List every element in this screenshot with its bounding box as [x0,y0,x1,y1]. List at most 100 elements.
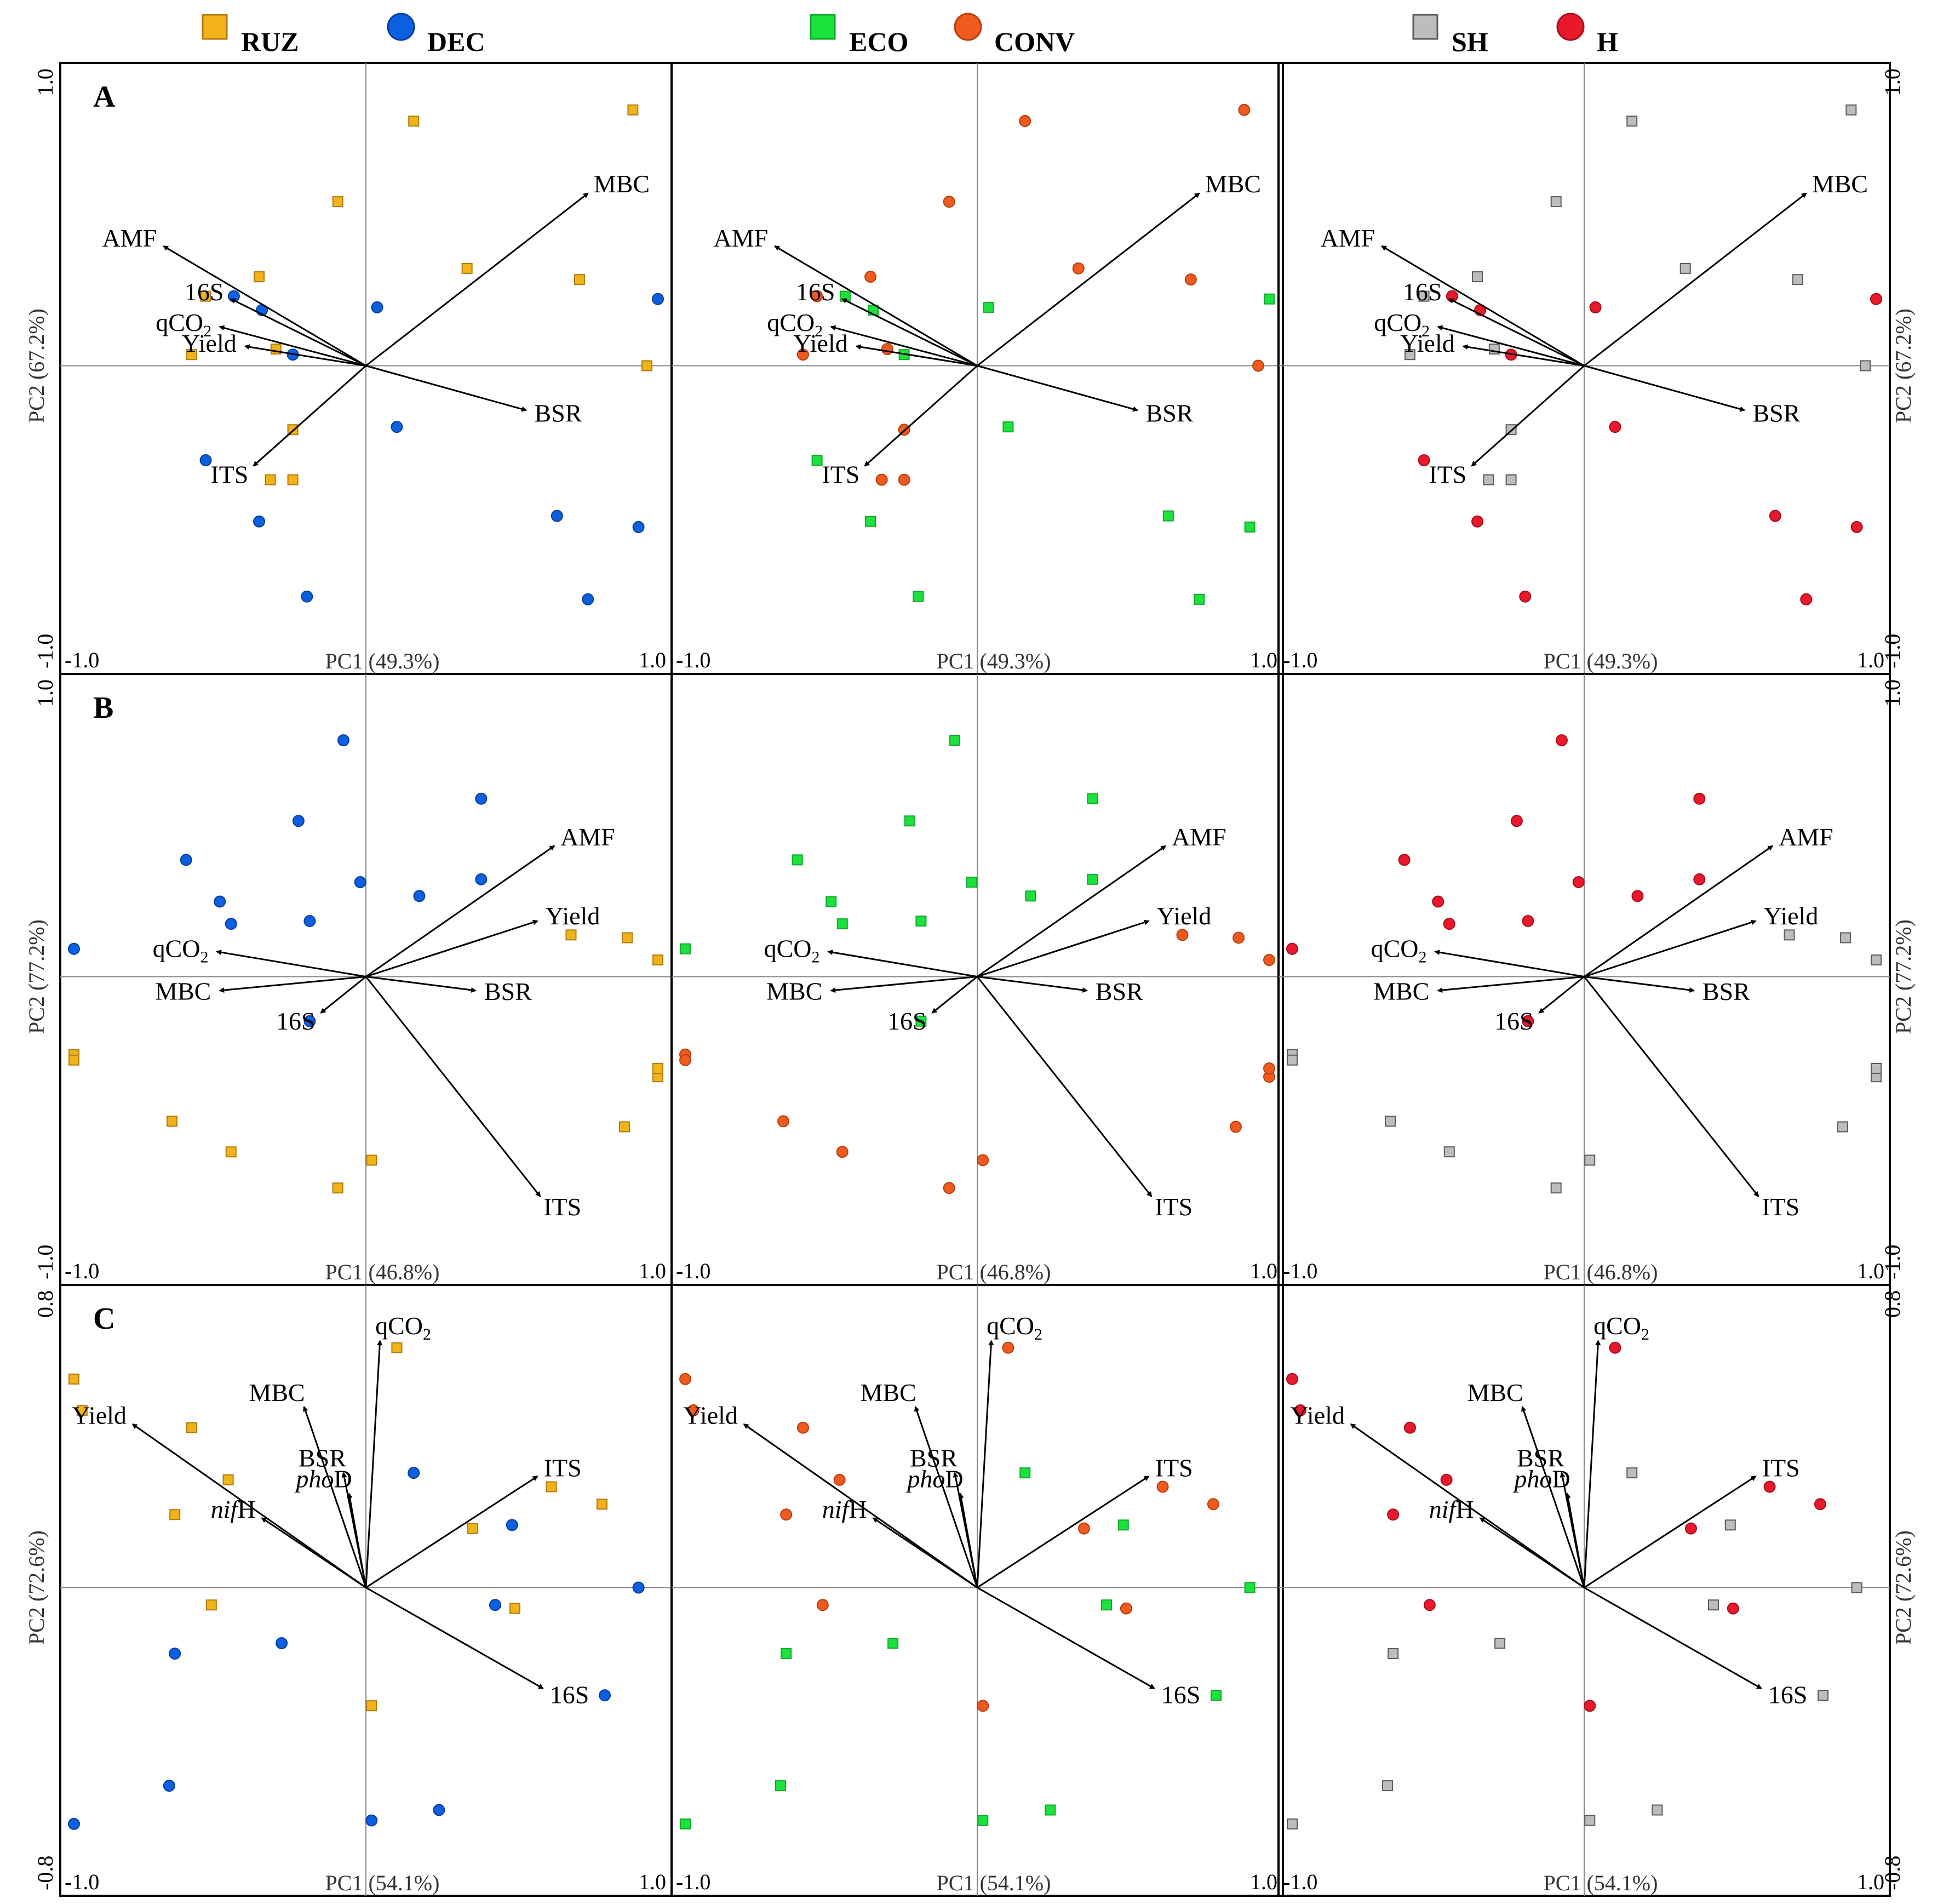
point-ruz [254,271,265,283]
vector-yield [977,919,1150,977]
vector-bsr [977,365,1139,412]
vector-label-amf: AMF [560,823,615,851]
vector-mbc [1437,976,1585,993]
vector-label-its: ITS [1155,1193,1193,1221]
point-conv [796,1421,809,1434]
point-ruz [366,1154,377,1166]
point-sh [1418,290,1430,302]
point-eco [1244,521,1256,533]
point-h [1850,521,1863,533]
point-sh [1724,1519,1736,1531]
vector-amf [773,245,978,367]
vector-qco2 [1437,325,1585,367]
vector-label-mbc: MBC [249,1379,305,1406]
point-eco [913,591,924,602]
point-conv [687,1404,700,1416]
x-min-tick: -1.0 [65,648,99,672]
point-h [1403,1421,1416,1434]
y-min-tick-right: -1.0 [1880,634,1905,668]
point-dec [365,1814,378,1827]
vector-yield [1350,1423,1585,1588]
point-dec [199,454,212,467]
y-max-tick-right: 1.0 [1880,679,1905,707]
point-ruz [618,1121,630,1133]
point-h [1423,1599,1436,1611]
point-conv [1077,1522,1090,1535]
x-max-tick: 1.0 [1857,648,1884,672]
point-sh [1388,1648,1399,1660]
x-axis-label: PC1 (49.3%) [1544,649,1658,673]
point-eco [1002,421,1014,433]
vector-16s [977,1587,1155,1689]
legend-h: H [1556,13,1618,57]
point-sh [1626,1467,1638,1479]
legend-h-marker [1556,13,1585,41]
vector-label-its: ITS [822,460,859,488]
point-eco [792,854,803,866]
x-axis-label: PC1 (49.3%) [325,649,440,673]
point-h [1609,421,1621,433]
vector-mbc [914,1405,978,1588]
point-dec [632,1581,645,1594]
vector-mbc [977,192,1200,367]
point-eco [1244,1582,1256,1593]
y-min-tick: -1.0 [33,634,58,668]
point-conv [1252,359,1264,372]
x-min-tick: -1.0 [65,1869,99,1894]
point-ruz [622,932,633,944]
point-dec [68,1817,80,1830]
point-sh [1472,271,1483,283]
point-eco [680,1818,691,1829]
legend-h-label: H [1597,26,1618,57]
vector-label-phod: phoD [905,1465,963,1493]
point-eco [680,943,691,954]
y-min-tick-right: -0.8 [1880,1856,1905,1890]
vector-label-yield: Yield [793,329,848,357]
point-sh [1505,474,1517,485]
point-conv [1002,1341,1014,1354]
point-h [1870,293,1882,305]
point-dec [180,854,192,866]
vector-label-qco2: qCO2 [156,308,211,340]
vector-label-its: ITS [210,460,248,488]
x-axis-label: PC1 (54.1%) [325,1871,440,1895]
vector-yield [244,344,366,367]
vector-label-qco2: qCO2 [153,935,209,967]
vector-its [1583,976,1759,1197]
point-h [1584,1700,1596,1712]
point-sh [1707,1599,1719,1611]
vector-label-bsr: BSR [1752,399,1800,427]
point-h [1555,734,1568,747]
point-eco [983,301,994,313]
vector-nifh [1479,1517,1585,1588]
x-min-tick: -1.0 [676,648,710,672]
point-dec [391,421,403,433]
vector-label-qco2: qCO2 [767,308,823,340]
point-h [1522,915,1534,927]
vector-mbc [830,976,978,993]
vector-label-mbc: MBC [594,170,650,198]
vector-label-16s: 16S [1403,278,1442,306]
vector-label-amf: AMF [1321,224,1375,252]
point-ruz [332,1182,343,1194]
point-conv [1184,273,1197,286]
vector-label-its: ITS [1762,1193,1799,1221]
vector-label-yield: Yield [1400,329,1455,357]
point-conv [796,348,809,361]
point-dec [652,293,664,305]
point-dec [68,942,80,955]
vector-bsr [1584,976,1695,993]
vector-label-16s: 16S [550,1680,589,1708]
vector-qco2 [827,950,978,977]
panel-c-1: -1.0 1.0 PC1 (54.1%) 0.8 -0.8 PC2 (72.6%) C qCO… [24,1284,673,1897]
vector-label-bsr: BSR [1702,977,1750,1005]
legend-eco-marker [810,14,836,40]
point-conv [1263,954,1275,967]
vector-16s [1448,298,1585,367]
vector-label-yield: Yield [1157,902,1212,930]
legend-conv-marker [954,13,982,41]
vector-mbc [365,192,589,367]
vector-label-its: ITS [1429,460,1466,488]
legend: RUZ DEC ECO CONV SH H [202,13,1618,57]
